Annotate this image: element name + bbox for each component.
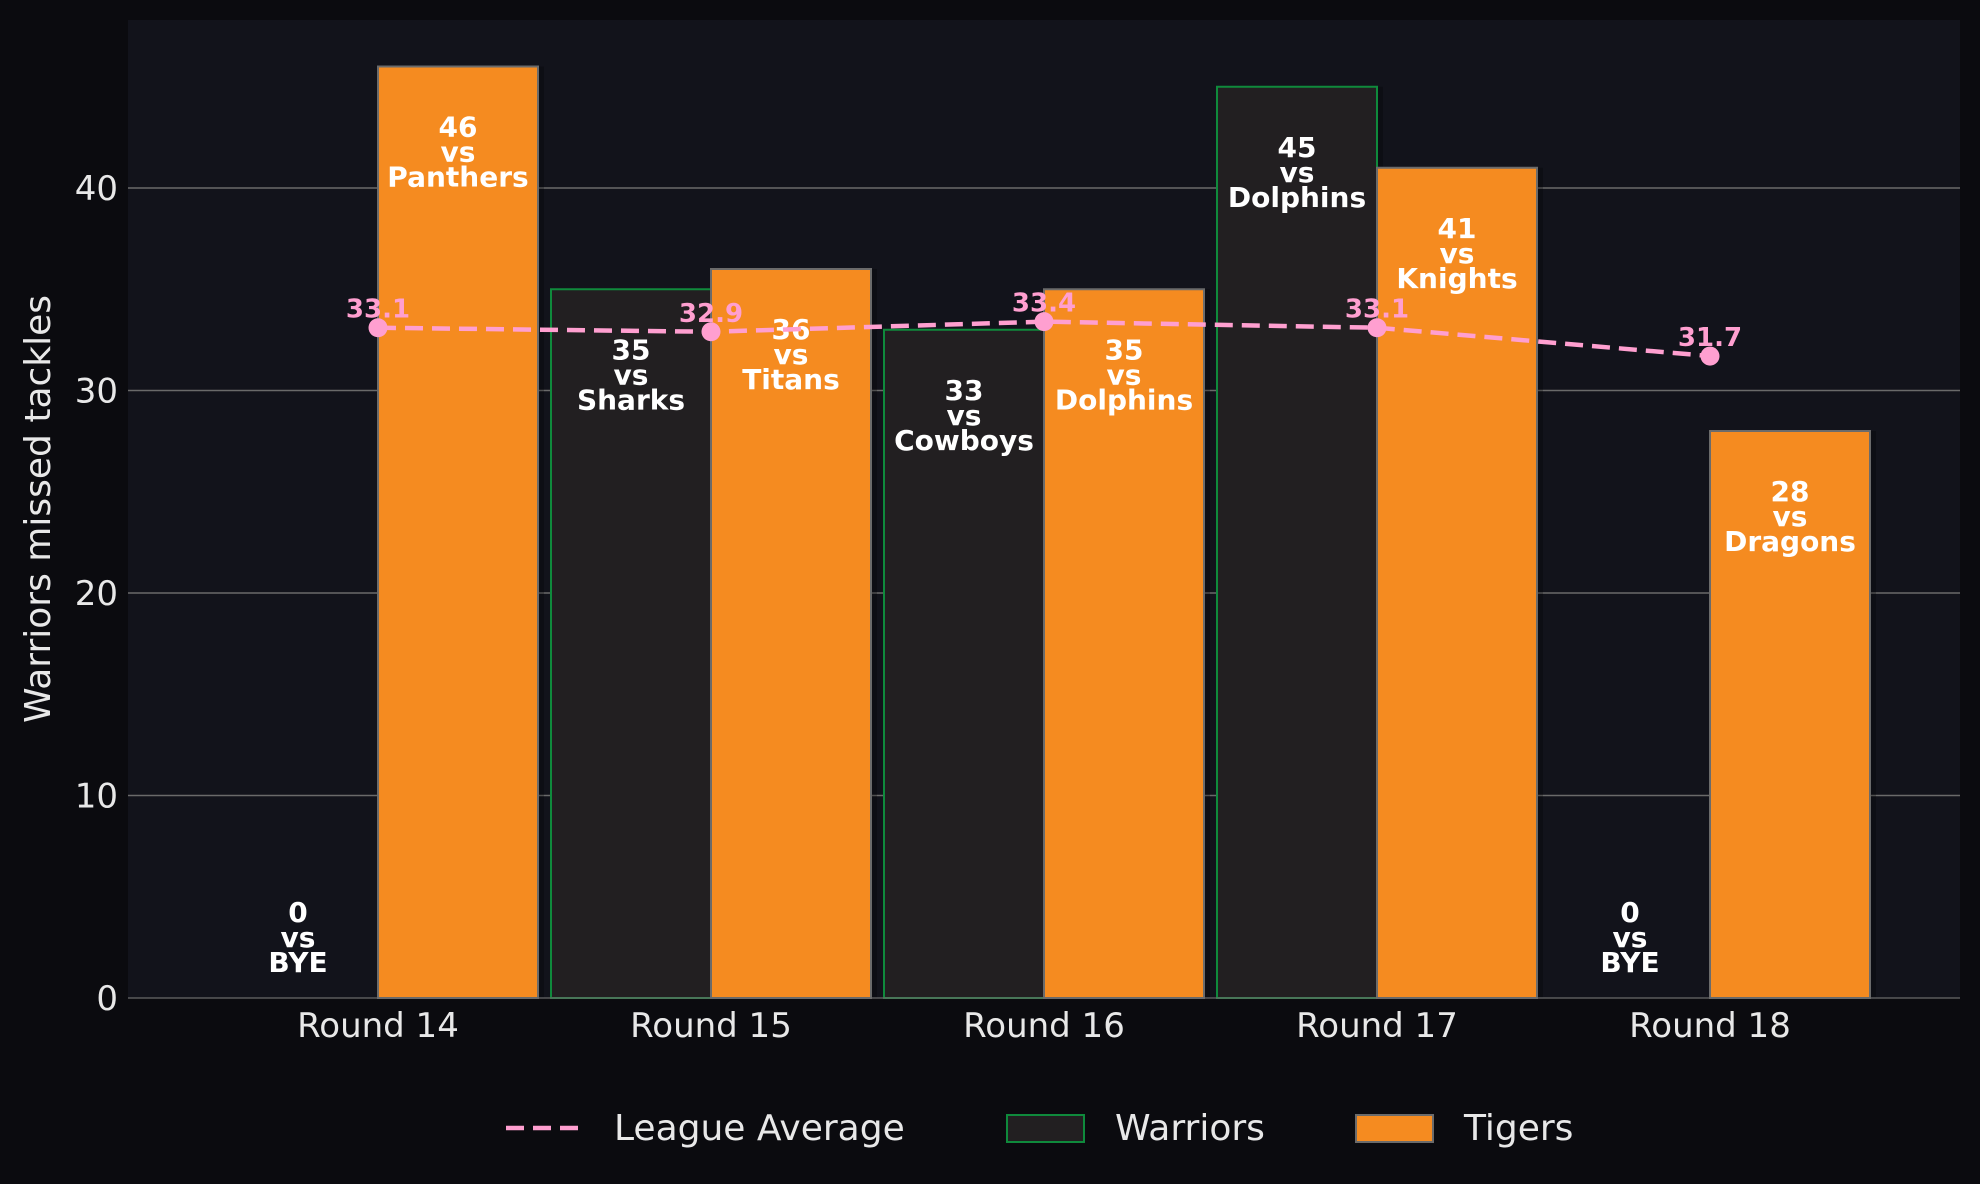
y-tick-label: 40: [75, 169, 118, 209]
y-axis-ticks: 0 10 20 30 40: [75, 169, 118, 1019]
league-average-label: 33.1: [1345, 295, 1409, 325]
tigers-bar: [1709, 430, 1871, 999]
bar-value-label: 33: [945, 374, 984, 407]
bar-value-label: 41: [1438, 212, 1477, 245]
tigers-bar: [1043, 288, 1205, 999]
league-average-point: [1034, 312, 1054, 332]
bars: [377, 65, 1876, 999]
bar-opponent-label: Dragons: [1724, 525, 1856, 558]
x-tick-label: Round 15: [630, 1006, 792, 1046]
x-axis-ticks: Round 14 Round 15 Round 16 Round 17 Round 18: [297, 1006, 1791, 1046]
league-average-point: [1367, 318, 1387, 338]
bar-value-label: 0: [288, 896, 307, 929]
bar-opponent-label: Panthers: [387, 161, 528, 194]
y-axis-label: Warriors missed tackles: [18, 295, 59, 723]
warriors-bar: [550, 288, 712, 999]
y-tick-label: 20: [75, 574, 118, 614]
league-average-label: 32.9: [679, 299, 743, 329]
x-tick-label: Round 17: [1296, 1006, 1458, 1046]
bar-opponent-label: Dolphins: [1055, 383, 1193, 416]
league-average-point: [1700, 346, 1720, 366]
bar-vs-label: vs: [281, 921, 316, 954]
y-tick-label: 30: [75, 372, 118, 412]
league-average-path: [377, 319, 1711, 359]
y-tick-label: 0: [96, 979, 118, 1019]
legend-warriors-swatch: [1006, 1114, 1085, 1143]
bar-opponent-label: Dolphins: [1228, 181, 1366, 214]
tigers-bar: [377, 65, 539, 999]
bar-opponent-label: BYE: [1600, 946, 1659, 979]
league-average-label: 33.1: [346, 295, 410, 325]
bar-vs-label: vs: [947, 399, 982, 432]
bar-vs-label: vs: [1613, 921, 1648, 954]
warriors-bar: [1216, 85, 1378, 999]
bar-value-label: 35: [1105, 333, 1144, 366]
y-tick-label: 10: [75, 777, 118, 817]
bar-value-label: 35: [612, 333, 651, 366]
bar-vs-label: vs: [1440, 237, 1475, 270]
league-average-label: 31.7: [1678, 323, 1742, 353]
x-tick-label: Round 16: [963, 1006, 1125, 1046]
legend-warriors-label: Warriors: [1115, 1108, 1265, 1149]
bar-value-label: 28: [1771, 475, 1810, 508]
bar-value-label: 46: [439, 111, 478, 144]
bar-opponent-label: Sharks: [577, 383, 685, 416]
bar-vs-label: vs: [614, 358, 649, 391]
bar-opponent-label: Knights: [1396, 262, 1517, 295]
bar-vs-label: vs: [1773, 500, 1808, 533]
x-tick-label: Round 18: [1629, 1006, 1791, 1046]
tigers-bar: [710, 268, 872, 999]
league-average-point: [701, 322, 721, 342]
legend-tigers-swatch: [1355, 1114, 1434, 1143]
tigers-bar: [1376, 166, 1538, 999]
bar-opponent-label: Titans: [742, 363, 840, 396]
legend-tigers-label: Tigers: [1463, 1108, 1573, 1149]
bar-vs-label: vs: [1107, 358, 1142, 391]
bar-opponent-label: Cowboys: [894, 424, 1034, 457]
bar-opponent-label: BYE: [268, 946, 327, 979]
legend-league-average-label: League Average: [614, 1108, 905, 1149]
league-average-label: 33.4: [1012, 289, 1076, 319]
x-tick-label: Round 14: [297, 1006, 459, 1046]
bar-vs-label: vs: [441, 136, 476, 169]
league-average-line: 33.1 32.9 33.4 33.1 31.7: [346, 289, 1742, 366]
legend: League Average Warriors Tigers: [506, 1108, 1573, 1149]
bar-vs-label: vs: [1280, 156, 1315, 189]
league-average-point: [368, 318, 388, 338]
bar-value-label: 0: [1620, 896, 1639, 929]
bar-value-label: 45: [1278, 131, 1317, 164]
bar-vs-label: vs: [774, 338, 809, 371]
